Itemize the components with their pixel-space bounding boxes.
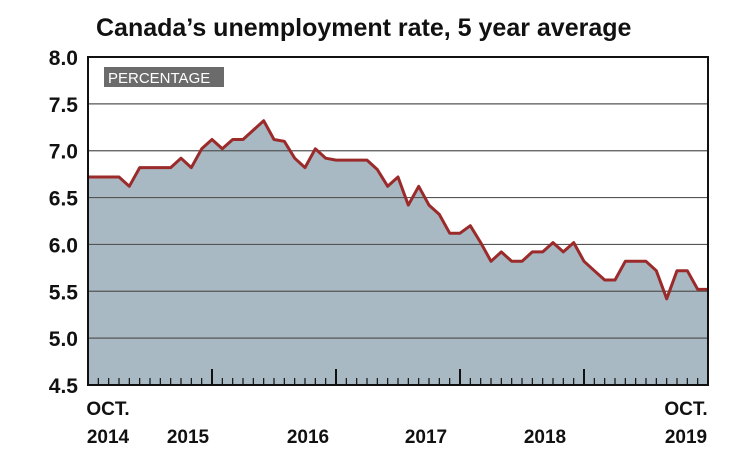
y-tick-label: 7.0	[49, 141, 78, 164]
x-tick-label-year: 2018	[524, 427, 566, 448]
y-tick-label: 6.5	[49, 188, 79, 211]
gridlines	[88, 103, 708, 339]
x-tick-label-year: 2014	[87, 427, 130, 448]
unit-label-bg	[104, 67, 224, 87]
x-ticks	[87, 369, 709, 385]
area-layer	[88, 120, 708, 385]
y-tick-label: 4.5	[49, 375, 79, 398]
line-layer	[88, 119, 708, 301]
unit-label: PERCENTAGE	[108, 70, 210, 87]
x-tick-label-month: OCT.	[86, 399, 129, 420]
x-tick-label-year: 2019	[665, 427, 707, 448]
x-tick-label-year: 2016	[287, 427, 329, 448]
y-tick-labels: 8.0 7.5 7.0 6.5 6.0 5.5 5.0 4.5	[49, 47, 79, 398]
x-tick-label-year: 2015	[167, 427, 210, 448]
y-tick-label: 7.5	[49, 94, 79, 117]
x-tick-label-month: OCT.	[664, 399, 707, 420]
y-tick-label: 5.0	[49, 328, 78, 351]
area-fill	[88, 120, 708, 385]
x-tick-labels: OCT. 2014 2015 2016 2017 2018 OCT. 2019	[86, 399, 707, 448]
y-tick-label: 5.5	[49, 281, 79, 304]
data-line	[88, 119, 708, 301]
unit-label-box: PERCENTAGE	[104, 67, 224, 87]
y-tick-label: 6.0	[49, 234, 78, 257]
y-tick-label: 8.0	[49, 47, 78, 70]
chart-title: Canada’s unemployment rate, 5 year avera…	[96, 14, 632, 42]
x-tick-label-year: 2017	[405, 427, 447, 448]
